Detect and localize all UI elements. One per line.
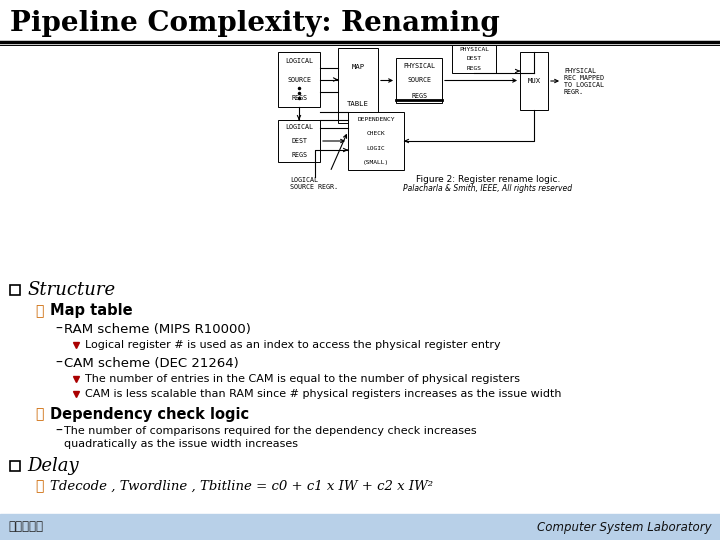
Text: Tdecode , Twordline , Tbitline = c0 + c1 x IW + c2 x IW²: Tdecode , Twordline , Tbitline = c0 + c1… bbox=[50, 480, 433, 492]
Text: Pipeline Complexity: Renaming: Pipeline Complexity: Renaming bbox=[10, 10, 500, 37]
Text: REGS: REGS bbox=[291, 152, 307, 158]
Bar bbox=[278, 52, 320, 107]
Text: Computer System Laboratory: Computer System Laboratory bbox=[537, 521, 712, 534]
Bar bbox=[348, 112, 404, 170]
Text: Ⓨ: Ⓨ bbox=[35, 304, 43, 318]
Text: MUX: MUX bbox=[528, 78, 541, 84]
Text: CAM is less scalable than RAM since # physical registers increases as the issue : CAM is less scalable than RAM since # ph… bbox=[85, 389, 562, 399]
Text: 高麗大學校: 高麗大學校 bbox=[8, 521, 43, 534]
Text: CAM scheme (DEC 21264): CAM scheme (DEC 21264) bbox=[64, 356, 239, 369]
Text: SOURCE: SOURCE bbox=[407, 78, 431, 84]
Text: PHYSICAL: PHYSICAL bbox=[403, 63, 435, 69]
Bar bbox=[338, 48, 378, 123]
Text: REGS: REGS bbox=[291, 95, 307, 101]
Text: Ⓨ: Ⓨ bbox=[35, 407, 43, 421]
Bar bbox=[278, 120, 320, 162]
Text: DEST: DEST bbox=[467, 57, 482, 62]
Text: Map table: Map table bbox=[50, 303, 132, 319]
Bar bbox=[452, 45, 496, 73]
Bar bbox=[396, 58, 442, 103]
Text: –: – bbox=[55, 356, 62, 370]
Text: –: – bbox=[55, 424, 62, 438]
Text: RAM scheme (MIPS R10000): RAM scheme (MIPS R10000) bbox=[64, 322, 251, 335]
Text: LOGICAL
SOURCE REGR.: LOGICAL SOURCE REGR. bbox=[290, 177, 338, 190]
Text: DEST: DEST bbox=[291, 138, 307, 144]
Text: Structure: Structure bbox=[27, 281, 115, 299]
Text: CHECK: CHECK bbox=[366, 131, 385, 136]
Text: PHYSICAL: PHYSICAL bbox=[459, 47, 489, 52]
Text: LOGIC: LOGIC bbox=[366, 146, 385, 151]
Text: TABLE: TABLE bbox=[347, 102, 369, 107]
Text: Dependency check logic: Dependency check logic bbox=[50, 407, 249, 422]
Text: Logical register # is used as an index to access the physical register entry: Logical register # is used as an index t… bbox=[85, 340, 500, 350]
Text: SOURCE: SOURCE bbox=[287, 77, 311, 83]
Bar bbox=[10, 285, 20, 295]
Text: (SMALL): (SMALL) bbox=[363, 160, 389, 165]
Text: quadratically as the issue width increases: quadratically as the issue width increas… bbox=[64, 439, 298, 449]
Text: Ⓨ: Ⓨ bbox=[35, 479, 43, 493]
Text: –: – bbox=[55, 322, 62, 336]
Text: MAP: MAP bbox=[351, 64, 364, 70]
Text: LOGICAL: LOGICAL bbox=[285, 58, 313, 64]
Text: REGS: REGS bbox=[411, 92, 427, 98]
Text: The number of entries in the CAM is equal to the number of physical registers: The number of entries in the CAM is equa… bbox=[85, 374, 520, 384]
Text: LOGICAL: LOGICAL bbox=[285, 124, 313, 130]
Bar bbox=[520, 52, 548, 110]
Bar bbox=[10, 461, 20, 471]
Text: Figure 2: Register rename logic.: Figure 2: Register rename logic. bbox=[416, 175, 560, 184]
Text: Delay: Delay bbox=[27, 457, 78, 475]
Text: REGS: REGS bbox=[467, 66, 482, 71]
Text: Palacharla & Smith, IEEE, All rights reserved: Palacharla & Smith, IEEE, All rights res… bbox=[403, 184, 572, 193]
Text: DEPENDENCY: DEPENDENCY bbox=[357, 117, 395, 122]
Bar bbox=[0, 514, 720, 540]
Text: The number of comparisons required for the dependency check increases: The number of comparisons required for t… bbox=[64, 426, 477, 436]
Text: PHYSICAL
REC MAPPED
TO LOGICAL
REGR.: PHYSICAL REC MAPPED TO LOGICAL REGR. bbox=[564, 68, 604, 95]
